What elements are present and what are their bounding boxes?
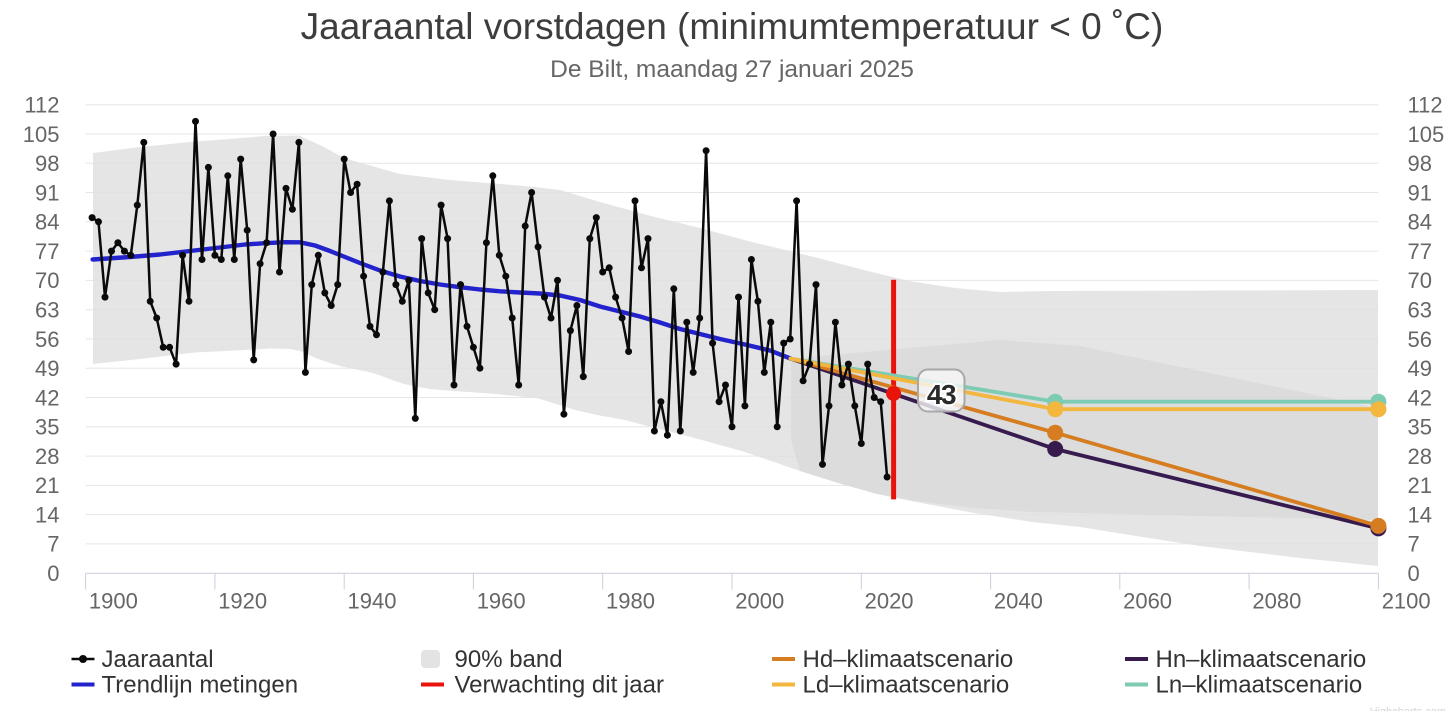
svg-text:2100: 2100 bbox=[1382, 589, 1431, 614]
svg-text:70: 70 bbox=[1408, 268, 1432, 293]
svg-text:Jaaraantal vorstdagen (minimum: Jaaraantal vorstdagen (minimumtemperatuu… bbox=[301, 6, 1164, 47]
svg-text:28: 28 bbox=[1408, 444, 1432, 469]
svg-text:Ln–klimaatscenario: Ln–klimaatscenario bbox=[1156, 672, 1363, 699]
svg-text:49: 49 bbox=[35, 356, 59, 381]
svg-text:105: 105 bbox=[1408, 122, 1445, 147]
svg-text:Jaaraantal: Jaaraantal bbox=[102, 646, 214, 673]
svg-text:77: 77 bbox=[1408, 239, 1432, 264]
svg-text:21: 21 bbox=[35, 473, 59, 498]
svg-text:2060: 2060 bbox=[1123, 589, 1172, 614]
svg-text:1940: 1940 bbox=[348, 589, 397, 614]
svg-text:7: 7 bbox=[1408, 532, 1420, 557]
svg-text:21: 21 bbox=[1408, 473, 1432, 498]
svg-text:42: 42 bbox=[35, 385, 59, 410]
svg-text:84: 84 bbox=[1408, 210, 1432, 235]
svg-text:Verwachting dit jaar: Verwachting dit jaar bbox=[455, 672, 664, 699]
svg-text:Trendlijn metingen: Trendlijn metingen bbox=[102, 672, 299, 699]
svg-text:90% band: 90% band bbox=[455, 646, 563, 673]
svg-text:2000: 2000 bbox=[735, 589, 784, 614]
svg-text:56: 56 bbox=[1408, 327, 1432, 352]
svg-text:Ld–klimaatscenario: Ld–klimaatscenario bbox=[803, 672, 1010, 699]
svg-text:1900: 1900 bbox=[89, 589, 138, 614]
svg-text:63: 63 bbox=[35, 298, 59, 323]
svg-text:Hd–klimaatscenario: Hd–klimaatscenario bbox=[803, 646, 1014, 673]
svg-text:1980: 1980 bbox=[606, 589, 655, 614]
svg-text:0: 0 bbox=[1408, 561, 1420, 586]
svg-text:84: 84 bbox=[35, 210, 59, 235]
svg-text:7: 7 bbox=[47, 532, 59, 557]
svg-text:91: 91 bbox=[35, 180, 59, 205]
svg-text:14: 14 bbox=[35, 502, 59, 527]
svg-text:98: 98 bbox=[1408, 151, 1432, 176]
svg-text:1960: 1960 bbox=[477, 589, 526, 614]
svg-text:28: 28 bbox=[35, 444, 59, 469]
svg-text:14: 14 bbox=[1408, 502, 1432, 527]
svg-text:Hn–klimaatscenario: Hn–klimaatscenario bbox=[1156, 646, 1367, 673]
svg-text:43: 43 bbox=[927, 379, 956, 410]
svg-text:2040: 2040 bbox=[994, 589, 1043, 614]
svg-text:2020: 2020 bbox=[865, 589, 914, 614]
svg-text:Highcharts.com: Highcharts.com bbox=[1370, 706, 1446, 711]
svg-text:49: 49 bbox=[1408, 356, 1432, 381]
svg-text:105: 105 bbox=[23, 122, 60, 147]
svg-text:De Bilt, maandag 27 januari 20: De Bilt, maandag 27 januari 2025 bbox=[550, 56, 914, 83]
svg-text:98: 98 bbox=[35, 151, 59, 176]
svg-text:112: 112 bbox=[24, 93, 59, 118]
svg-text:112: 112 bbox=[1408, 93, 1443, 118]
svg-text:77: 77 bbox=[35, 239, 59, 264]
svg-text:70: 70 bbox=[35, 268, 59, 293]
svg-text:63: 63 bbox=[1408, 298, 1432, 323]
svg-text:2080: 2080 bbox=[1252, 589, 1301, 614]
svg-text:0: 0 bbox=[47, 561, 59, 586]
svg-text:1920: 1920 bbox=[218, 589, 267, 614]
svg-text:35: 35 bbox=[1408, 415, 1432, 440]
svg-text:91: 91 bbox=[1408, 180, 1432, 205]
svg-text:56: 56 bbox=[35, 327, 59, 352]
svg-text:35: 35 bbox=[35, 415, 59, 440]
svg-text:42: 42 bbox=[1408, 385, 1432, 410]
